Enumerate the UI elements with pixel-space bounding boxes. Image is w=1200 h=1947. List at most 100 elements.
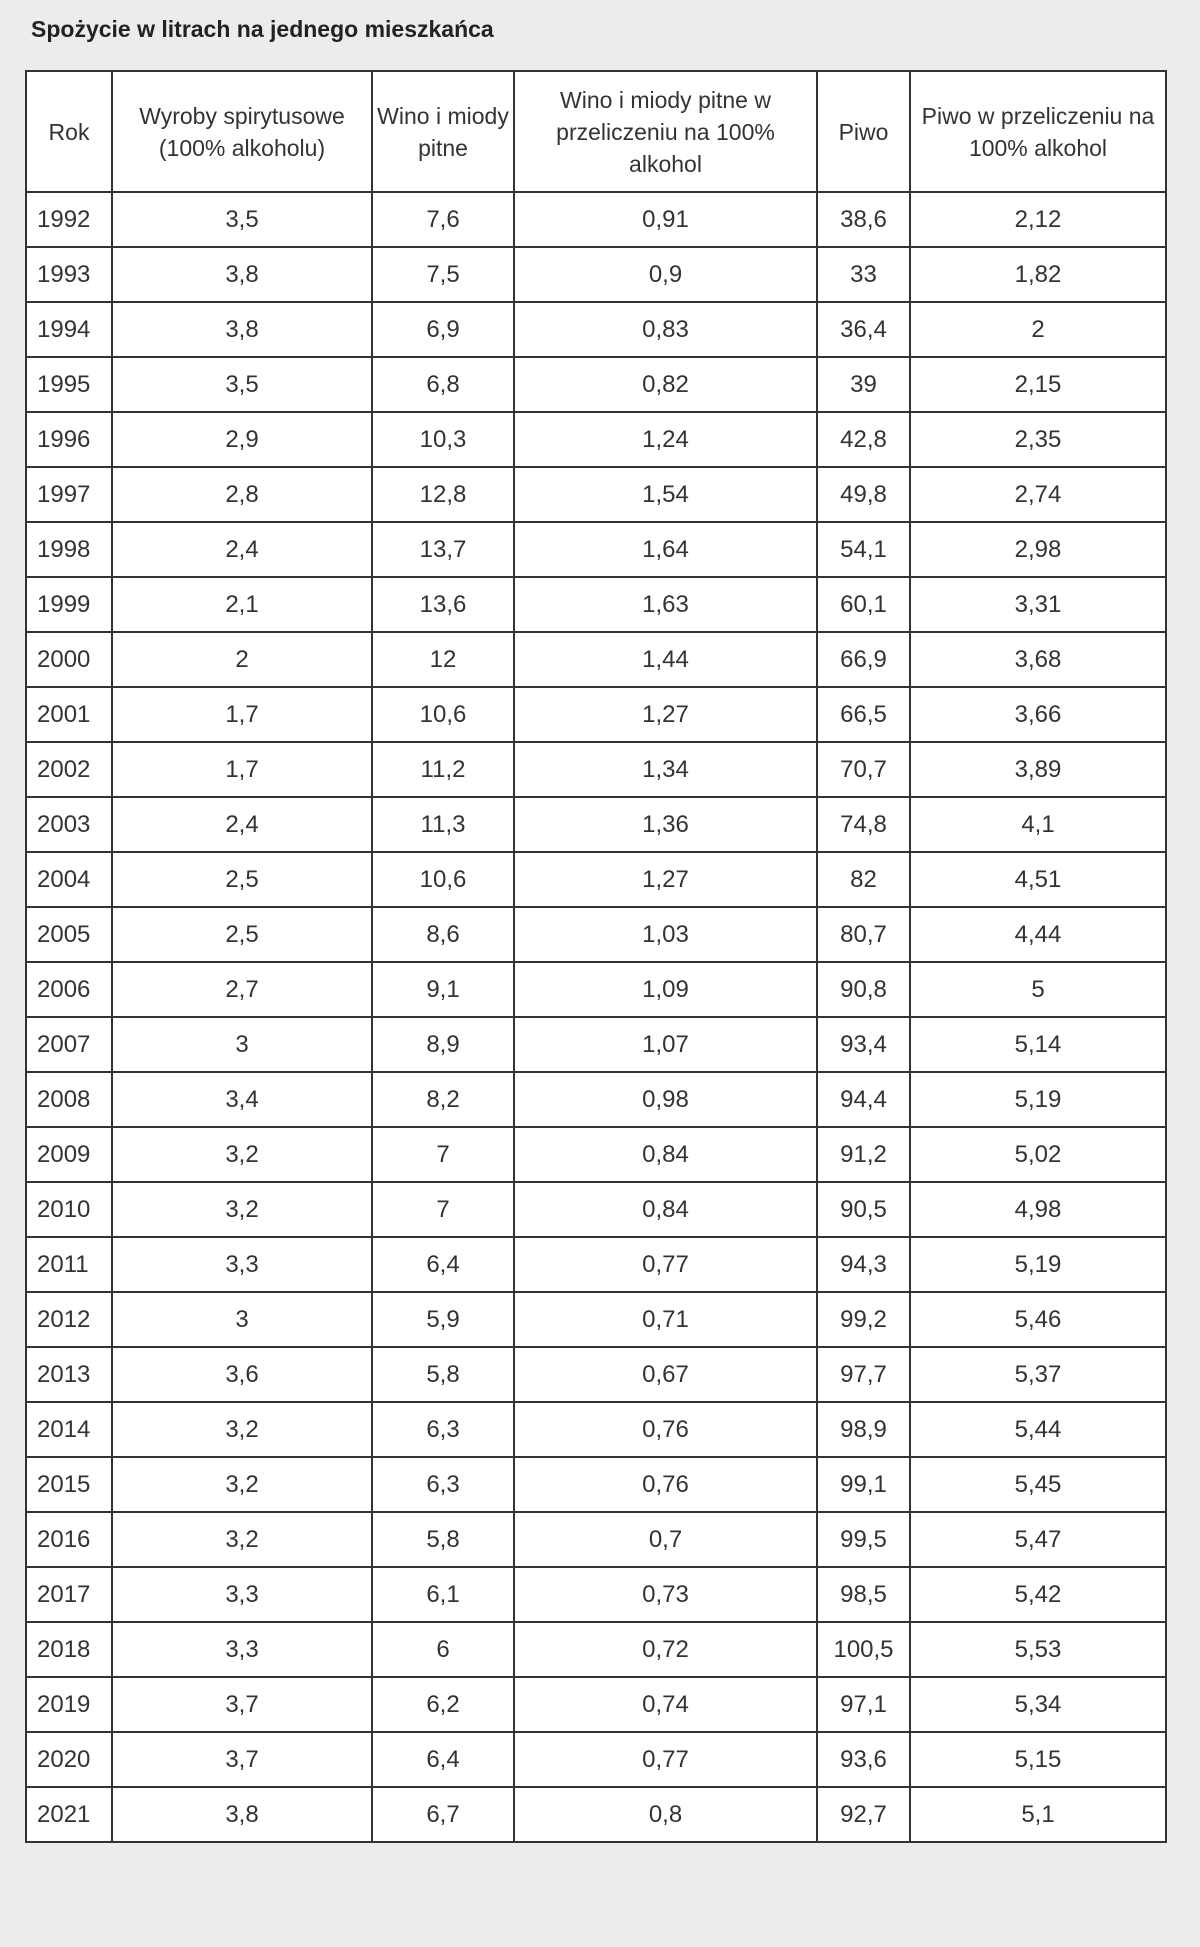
value-cell: 3,2 xyxy=(111,1511,373,1568)
year-cell: 2004 xyxy=(25,851,113,908)
value-cell: 6,3 xyxy=(371,1401,515,1458)
value-cell: 90,5 xyxy=(816,1181,911,1238)
value-cell: 99,1 xyxy=(816,1456,911,1513)
value-cell: 1,03 xyxy=(513,906,818,963)
value-cell: 2,12 xyxy=(909,191,1167,248)
table-body: 1992 3,5 7,6 0,91 38,6 2,12 1993 3,8 7,5 0,9 33 1,8… xyxy=(25,191,1167,1843)
data-table: Rok Wyroby spirytusowe (100% alkoholu) Win… xyxy=(25,70,1167,1843)
value-cell: 0,84 xyxy=(513,1181,818,1238)
value-cell: 3,3 xyxy=(111,1566,373,1623)
table-row: 2006 2,7 9,1 1,09 90,8 5 xyxy=(25,961,1167,1018)
table-row: 2019 3,7 6,2 0,74 97,1 5,34 xyxy=(25,1676,1167,1733)
value-cell: 8,6 xyxy=(371,906,515,963)
value-cell: 3,31 xyxy=(909,576,1167,633)
value-cell: 98,9 xyxy=(816,1401,911,1458)
table-row: 2012 3 5,9 0,71 99,2 5,46 xyxy=(25,1291,1167,1348)
value-cell: 2 xyxy=(111,631,373,688)
value-cell: 3,2 xyxy=(111,1401,373,1458)
year-cell: 1995 xyxy=(25,356,113,413)
value-cell: 6,2 xyxy=(371,1676,515,1733)
value-cell: 1,07 xyxy=(513,1016,818,1073)
table-row: 1992 3,5 7,6 0,91 38,6 2,12 xyxy=(25,191,1167,248)
table-row: 2004 2,5 10,6 1,27 82 4,51 xyxy=(25,851,1167,908)
value-cell: 6 xyxy=(371,1621,515,1678)
value-cell: 5,9 xyxy=(371,1291,515,1348)
value-cell: 1,63 xyxy=(513,576,818,633)
value-cell: 2,98 xyxy=(909,521,1167,578)
value-cell: 98,5 xyxy=(816,1566,911,1623)
value-cell: 5 xyxy=(909,961,1167,1018)
value-cell: 91,2 xyxy=(816,1126,911,1183)
table-row: 2014 3,2 6,3 0,76 98,9 5,44 xyxy=(25,1401,1167,1458)
table-row: 2020 3,7 6,4 0,77 93,6 5,15 xyxy=(25,1731,1167,1788)
value-cell: 2 xyxy=(909,301,1167,358)
value-cell: 2,4 xyxy=(111,796,373,853)
table-row: 2018 3,3 6 0,72 100,5 5,53 xyxy=(25,1621,1167,1678)
value-cell: 0,73 xyxy=(513,1566,818,1623)
table-head: Rok Wyroby spirytusowe (100% alkoholu) Win… xyxy=(25,70,1167,193)
value-cell: 42,8 xyxy=(816,411,911,468)
year-cell: 2005 xyxy=(25,906,113,963)
table-row: 2016 3,2 5,8 0,7 99,5 5,47 xyxy=(25,1511,1167,1568)
value-cell: 10,6 xyxy=(371,686,515,743)
value-cell: 5,53 xyxy=(909,1621,1167,1678)
value-cell: 1,64 xyxy=(513,521,818,578)
value-cell: 2,15 xyxy=(909,356,1167,413)
table-row: 2009 3,2 7 0,84 91,2 5,02 xyxy=(25,1126,1167,1183)
value-cell: 3,3 xyxy=(111,1621,373,1678)
value-cell: 12,8 xyxy=(371,466,515,523)
value-cell: 5,44 xyxy=(909,1401,1167,1458)
table-row: 2013 3,6 5,8 0,67 97,7 5,37 xyxy=(25,1346,1167,1403)
value-cell: 10,3 xyxy=(371,411,515,468)
table-row: 1993 3,8 7,5 0,9 33 1,82 xyxy=(25,246,1167,303)
value-cell: 6,9 xyxy=(371,301,515,358)
value-cell: 13,7 xyxy=(371,521,515,578)
value-cell: 1,7 xyxy=(111,741,373,798)
table-row: 1998 2,4 13,7 1,64 54,1 2,98 xyxy=(25,521,1167,578)
table-row: 2002 1,7 11,2 1,34 70,7 3,89 xyxy=(25,741,1167,798)
table-row: 2015 3,2 6,3 0,76 99,1 5,45 xyxy=(25,1456,1167,1513)
value-cell: 13,6 xyxy=(371,576,515,633)
year-cell: 2007 xyxy=(25,1016,113,1073)
value-cell: 11,2 xyxy=(371,741,515,798)
value-cell: 3,8 xyxy=(111,301,373,358)
value-cell: 93,6 xyxy=(816,1731,911,1788)
table-row: 1999 2,1 13,6 1,63 60,1 3,31 xyxy=(25,576,1167,633)
value-cell: 99,5 xyxy=(816,1511,911,1568)
value-cell: 6,8 xyxy=(371,356,515,413)
year-cell: 2003 xyxy=(25,796,113,853)
table-row: 2021 3,8 6,7 0,8 92,7 5,1 xyxy=(25,1786,1167,1843)
value-cell: 2,74 xyxy=(909,466,1167,523)
year-cell: 2013 xyxy=(25,1346,113,1403)
header-row: Rok Wyroby spirytusowe (100% alkoholu) Win… xyxy=(25,70,1167,193)
value-cell: 1,54 xyxy=(513,466,818,523)
value-cell: 2,5 xyxy=(111,851,373,908)
value-cell: 82 xyxy=(816,851,911,908)
column-header: Wyroby spirytusowe (100% alkoholu) xyxy=(111,70,373,193)
value-cell: 1,27 xyxy=(513,851,818,908)
value-cell: 3,6 xyxy=(111,1346,373,1403)
table-row: 2005 2,5 8,6 1,03 80,7 4,44 xyxy=(25,906,1167,963)
value-cell: 3,3 xyxy=(111,1236,373,1293)
value-cell: 66,9 xyxy=(816,631,911,688)
value-cell: 5,15 xyxy=(909,1731,1167,1788)
value-cell: 70,7 xyxy=(816,741,911,798)
year-cell: 2011 xyxy=(25,1236,113,1293)
value-cell: 0,9 xyxy=(513,246,818,303)
value-cell: 49,8 xyxy=(816,466,911,523)
value-cell: 5,42 xyxy=(909,1566,1167,1623)
value-cell: 8,9 xyxy=(371,1016,515,1073)
value-cell: 5,37 xyxy=(909,1346,1167,1403)
year-cell: 2006 xyxy=(25,961,113,1018)
year-cell: 2021 xyxy=(25,1786,113,1843)
value-cell: 2,1 xyxy=(111,576,373,633)
year-cell: 2010 xyxy=(25,1181,113,1238)
year-cell: 2008 xyxy=(25,1071,113,1128)
value-cell: 36,4 xyxy=(816,301,911,358)
value-cell: 5,45 xyxy=(909,1456,1167,1513)
value-cell: 0,71 xyxy=(513,1291,818,1348)
year-cell: 2019 xyxy=(25,1676,113,1733)
table-row: 2008 3,4 8,2 0,98 94,4 5,19 xyxy=(25,1071,1167,1128)
year-cell: 2001 xyxy=(25,686,113,743)
